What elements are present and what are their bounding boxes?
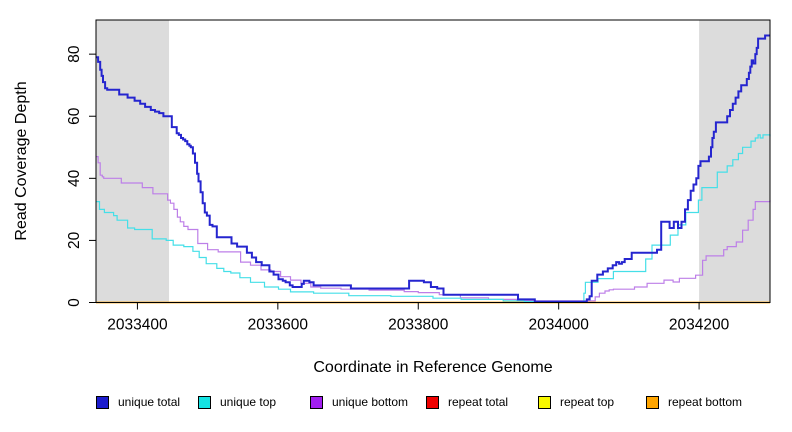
legend-label-repeat-total: repeat total bbox=[448, 395, 509, 409]
legend-swatch-repeat-bottom bbox=[646, 396, 659, 409]
coverage-series-lines bbox=[96, 34, 771, 304]
svg-text:40: 40 bbox=[66, 169, 83, 187]
legend-item-repeat-total: repeat total bbox=[426, 396, 508, 409]
coverage-chart: 2033400 2033600 2033800 2034000 2034200 0 20 40… bbox=[13, 19, 771, 376]
y-axis-title: Read Coverage Depth bbox=[13, 81, 30, 240]
legend-swatch-repeat-total bbox=[426, 396, 439, 409]
x-axis-title: Coordinate in Reference Genome bbox=[313, 359, 552, 376]
legend-label-repeat-bottom: repeat bottom bbox=[668, 395, 743, 409]
legend-swatch-repeat-top bbox=[538, 396, 551, 409]
svg-text:2033400: 2033400 bbox=[107, 317, 168, 334]
legend-item-repeat-bottom: repeat bottom bbox=[646, 396, 742, 409]
legend-swatch-unique-total bbox=[96, 396, 109, 409]
svg-text:20: 20 bbox=[66, 231, 83, 249]
svg-text:2033800: 2033800 bbox=[388, 317, 449, 334]
svg-text:80: 80 bbox=[66, 45, 83, 63]
svg-text:2033600: 2033600 bbox=[248, 317, 309, 334]
axes: 2033400 2033600 2033800 2034000 2034200 0 20 40… bbox=[66, 19, 771, 334]
legend-swatch-unique-top bbox=[198, 396, 211, 409]
legend-label-repeat-top: repeat top bbox=[560, 395, 615, 409]
chart-legend: unique total unique top unique bottom re… bbox=[0, 394, 792, 418]
legend-item-unique-bottom: unique bottom bbox=[310, 396, 408, 409]
legend-label-unique-bottom: unique bottom bbox=[332, 395, 409, 409]
legend-item-unique-total: unique total bbox=[96, 396, 180, 409]
svg-text:2034000: 2034000 bbox=[529, 317, 590, 334]
legend-item-unique-top: unique top bbox=[198, 396, 276, 409]
shaded-repeat-bands bbox=[96, 20, 770, 303]
svg-text:2034200: 2034200 bbox=[669, 317, 730, 334]
legend-item-repeat-top: repeat top bbox=[538, 396, 614, 409]
legend-label-unique-top: unique top bbox=[220, 395, 277, 409]
legend-label-unique-total: unique total bbox=[118, 395, 181, 409]
legend-swatch-unique-bottom bbox=[310, 396, 323, 409]
svg-text:60: 60 bbox=[66, 107, 83, 125]
svg-text:0: 0 bbox=[66, 298, 83, 307]
